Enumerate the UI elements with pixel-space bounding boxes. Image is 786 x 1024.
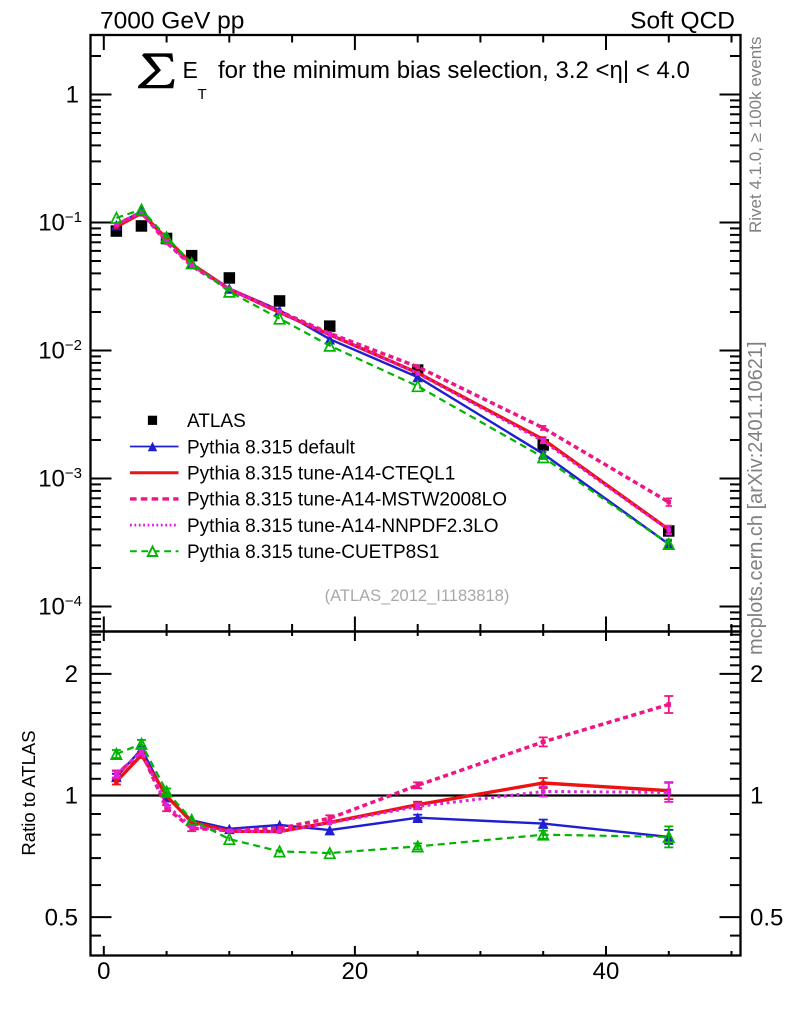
- svg-text:T: T: [198, 86, 207, 103]
- svg-text:1: 1: [66, 82, 79, 109]
- svg-text:2: 2: [65, 661, 78, 688]
- svg-text:Pythia 8.315 tune-A14-MSTW2008: Pythia 8.315 tune-A14-MSTW2008LO: [187, 490, 507, 511]
- svg-text:0.5: 0.5: [750, 904, 783, 931]
- svg-text:0: 0: [97, 958, 110, 985]
- svg-text:Rivet 4.1.0, ≥ 100k events: Rivet 4.1.0, ≥ 100k events: [746, 37, 765, 233]
- svg-text:mcplots.cern.ch [arXiv:2401.10: mcplots.cern.ch [arXiv:2401.10621]: [745, 341, 767, 655]
- svg-text:10−4: 10−4: [38, 593, 82, 621]
- svg-text:10−2: 10−2: [38, 337, 82, 365]
- svg-text:20: 20: [342, 958, 369, 985]
- svg-text:for the minimum bias selection: for the minimum bias selection, 3.2 <η| …: [218, 57, 690, 84]
- svg-text:10−3: 10−3: [38, 465, 82, 493]
- svg-text:Pythia 8.315 tune-CUETP8S1: Pythia 8.315 tune-CUETP8S1: [187, 542, 439, 563]
- svg-text:Soft QCD: Soft QCD: [630, 8, 735, 35]
- svg-text:10−1: 10−1: [38, 209, 82, 237]
- svg-text:Pythia 8.315 default: Pythia 8.315 default: [187, 437, 356, 458]
- svg-text:ATLAS: ATLAS: [187, 411, 246, 432]
- svg-text:0.5: 0.5: [45, 904, 78, 931]
- svg-text:40: 40: [593, 958, 620, 985]
- svg-text:Pythia 8.315 tune-A14-CTEQL1: Pythia 8.315 tune-A14-CTEQL1: [187, 464, 455, 485]
- svg-text:(ATLAS_2012_I1183818): (ATLAS_2012_I1183818): [325, 587, 510, 605]
- svg-text:2: 2: [750, 661, 763, 688]
- svg-text:1: 1: [65, 783, 78, 810]
- svg-text:Ratio to ATLAS: Ratio to ATLAS: [18, 730, 39, 855]
- svg-text:1: 1: [750, 783, 763, 810]
- svg-text:Pythia 8.315 tune-A14-NNPDF2.3: Pythia 8.315 tune-A14-NNPDF2.3LO: [187, 516, 499, 537]
- svg-text:7000 GeV pp: 7000 GeV pp: [100, 8, 244, 35]
- svg-text:E: E: [183, 57, 198, 83]
